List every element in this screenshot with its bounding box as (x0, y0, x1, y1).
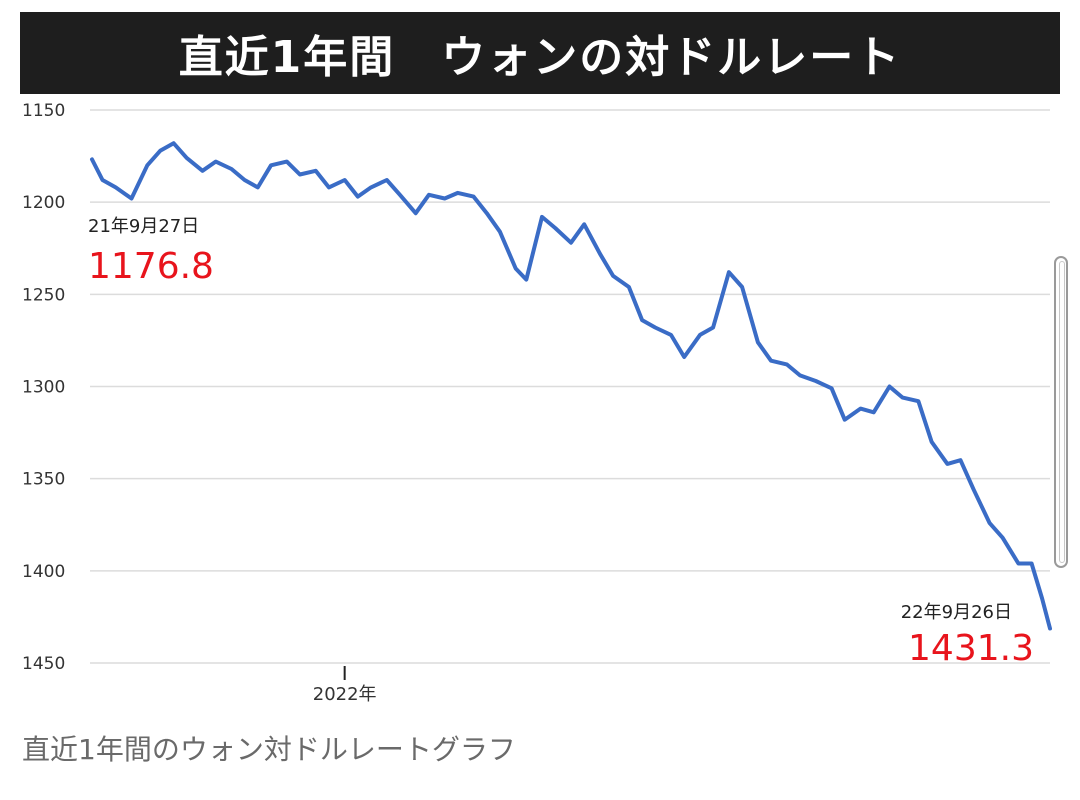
y-tick-label: 1400 (22, 562, 65, 582)
chart-caption: 直近1年間のウォン対ドルレートグラフ (22, 733, 516, 766)
scrollbar[interactable] (1054, 256, 1068, 568)
y-tick-label: 1300 (22, 378, 65, 398)
end-value-label: 1431.3 (908, 628, 1034, 669)
series-line-0 (90, 141, 1052, 631)
chart-title: 直近1年間 ウォンの対ドルレート (178, 32, 902, 83)
y-tick-label: 1450 (22, 654, 65, 674)
start-date-label: 21年9月27日 (88, 216, 199, 237)
y-tick-label: 1350 (22, 470, 65, 490)
chart-title-bar: 直近1年間 ウォンの対ドルレート (20, 12, 1060, 94)
y-tick-label: 1200 (22, 193, 65, 213)
line-chart: 1150 1200 1250 1300 1350 1400 1450 2022年 21年9月27… (22, 101, 1052, 705)
y-tick-label: 1250 (22, 285, 65, 305)
x-tick-label: 2022年 (313, 684, 377, 705)
y-tick-label: 1150 (22, 101, 65, 121)
end-date-label: 22年9月26日 (901, 602, 1012, 623)
start-value-label: 1176.8 (88, 246, 214, 287)
